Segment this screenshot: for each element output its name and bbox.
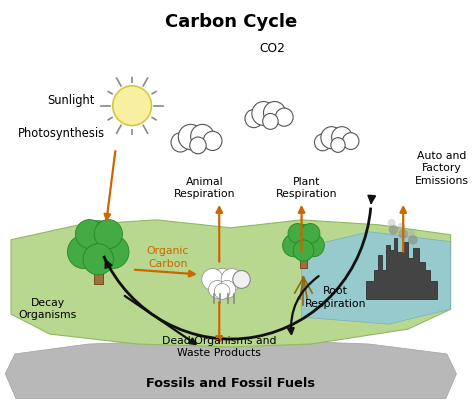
Text: Decay
Organisms: Decay Organisms xyxy=(19,298,77,320)
Circle shape xyxy=(408,235,418,245)
Circle shape xyxy=(190,137,206,154)
Text: Plant
Respiration: Plant Respiration xyxy=(276,177,337,199)
Bar xyxy=(301,251,307,267)
Polygon shape xyxy=(366,238,437,299)
Circle shape xyxy=(191,124,214,148)
Circle shape xyxy=(76,221,120,265)
Circle shape xyxy=(321,127,342,149)
Text: CO2: CO2 xyxy=(260,42,285,55)
Circle shape xyxy=(289,224,318,255)
Circle shape xyxy=(96,235,129,269)
Circle shape xyxy=(275,108,293,126)
Circle shape xyxy=(343,133,359,150)
Circle shape xyxy=(331,138,345,152)
Circle shape xyxy=(218,280,236,298)
Circle shape xyxy=(398,229,408,239)
Polygon shape xyxy=(11,220,451,347)
Circle shape xyxy=(209,280,226,298)
Circle shape xyxy=(263,113,278,130)
Circle shape xyxy=(264,101,286,124)
Polygon shape xyxy=(301,232,451,324)
Circle shape xyxy=(178,124,203,150)
Circle shape xyxy=(407,229,415,237)
Circle shape xyxy=(293,240,314,261)
Circle shape xyxy=(332,127,352,148)
Text: Carbon Cycle: Carbon Cycle xyxy=(165,13,297,31)
Text: Auto and
Factory
Emissions: Auto and Factory Emissions xyxy=(415,151,469,186)
Circle shape xyxy=(75,220,104,249)
Circle shape xyxy=(302,234,324,257)
Circle shape xyxy=(67,235,100,269)
Circle shape xyxy=(83,244,113,275)
Text: Sunlight: Sunlight xyxy=(47,94,95,107)
Circle shape xyxy=(113,86,152,126)
Circle shape xyxy=(283,234,305,257)
Circle shape xyxy=(210,269,235,294)
Circle shape xyxy=(202,269,223,290)
Text: Root
Respiration: Root Respiration xyxy=(305,286,366,308)
Circle shape xyxy=(171,133,190,152)
Circle shape xyxy=(203,131,222,150)
Text: Fossils and Fossil Fuels: Fossils and Fossil Fuels xyxy=(146,377,315,390)
Circle shape xyxy=(301,223,320,243)
Circle shape xyxy=(397,223,405,231)
Text: Animal
Respiration: Animal Respiration xyxy=(174,177,236,199)
Polygon shape xyxy=(5,339,456,399)
Text: Photosynthesis: Photosynthesis xyxy=(18,127,105,140)
Circle shape xyxy=(245,109,263,128)
Circle shape xyxy=(252,101,275,126)
Circle shape xyxy=(314,134,331,151)
Circle shape xyxy=(288,223,307,243)
Circle shape xyxy=(389,225,398,235)
Circle shape xyxy=(233,271,250,288)
Circle shape xyxy=(214,284,230,299)
Circle shape xyxy=(94,220,122,249)
Circle shape xyxy=(221,269,243,290)
Bar xyxy=(94,259,103,284)
Text: Dead Organisms and
Waste Products: Dead Organisms and Waste Products xyxy=(162,336,276,358)
Text: Organic
Carbon: Organic Carbon xyxy=(147,246,189,269)
Circle shape xyxy=(388,219,395,227)
